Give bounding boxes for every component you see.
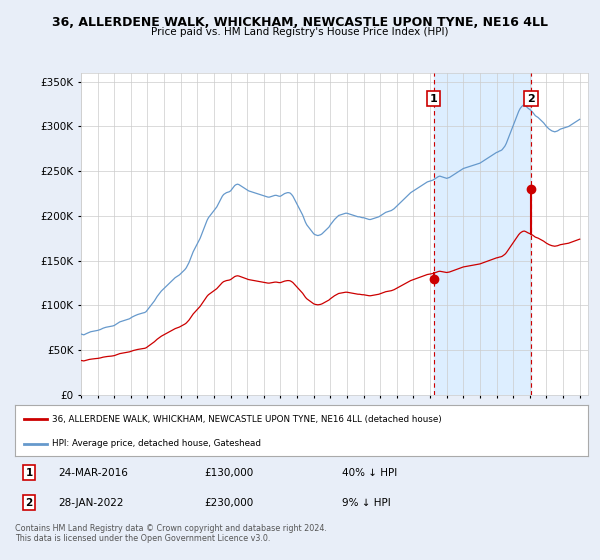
Text: 36, ALLERDENE WALK, WHICKHAM, NEWCASTLE UPON TYNE, NE16 4LL: 36, ALLERDENE WALK, WHICKHAM, NEWCASTLE … [52, 16, 548, 29]
Text: HPI: Average price, detached house, Gateshead: HPI: Average price, detached house, Gate… [52, 439, 261, 448]
Text: 2: 2 [527, 94, 535, 104]
Text: Contains HM Land Registry data © Crown copyright and database right 2024.
This d: Contains HM Land Registry data © Crown c… [15, 524, 327, 543]
Text: Price paid vs. HM Land Registry's House Price Index (HPI): Price paid vs. HM Land Registry's House … [151, 27, 449, 37]
Text: 1: 1 [25, 468, 32, 478]
Text: £130,000: £130,000 [204, 468, 253, 478]
Text: £230,000: £230,000 [204, 498, 253, 508]
Text: 9% ↓ HPI: 9% ↓ HPI [341, 498, 391, 508]
Text: 36, ALLERDENE WALK, WHICKHAM, NEWCASTLE UPON TYNE, NE16 4LL (detached house): 36, ALLERDENE WALK, WHICKHAM, NEWCASTLE … [52, 415, 442, 424]
Text: 28-JAN-2022: 28-JAN-2022 [58, 498, 124, 508]
Text: 24-MAR-2016: 24-MAR-2016 [58, 468, 128, 478]
Bar [434, 73, 531, 395]
Text: 40% ↓ HPI: 40% ↓ HPI [341, 468, 397, 478]
Text: 1: 1 [430, 94, 437, 104]
Text: 2: 2 [25, 498, 32, 508]
